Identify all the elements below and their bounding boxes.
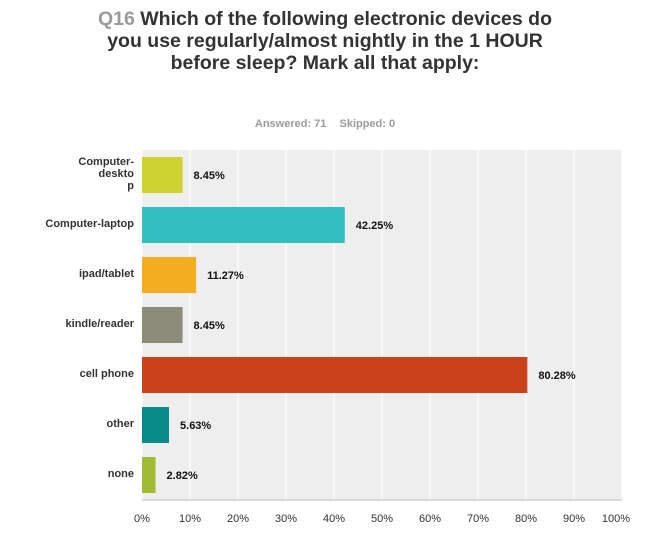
data-label: 11.27% — [207, 270, 244, 282]
answered-count: Answered: 71 — [254, 118, 327, 130]
x-tick-label: 20% — [227, 513, 249, 525]
x-tick-label: 10% — [179, 513, 201, 525]
category-label: Computer-laptop — [45, 218, 134, 230]
data-label: 8.45% — [194, 170, 225, 182]
data-label: 8.45% — [194, 320, 225, 332]
category-label: cell phone — [79, 368, 134, 380]
x-tick-label: 30% — [275, 513, 297, 525]
question-number: Q16 — [98, 8, 135, 30]
bar — [142, 257, 197, 293]
bar — [142, 157, 183, 193]
x-tick-label: 50% — [371, 513, 393, 525]
category-label: other — [106, 418, 135, 430]
data-label: 42.25% — [356, 220, 394, 232]
data-label: 5.63% — [180, 420, 211, 432]
question-text: Which of the following electronic device… — [107, 8, 552, 74]
x-tick-label: 100% — [602, 513, 630, 525]
skipped-count: Skipped: 0 — [339, 118, 396, 130]
x-tick-label: 90% — [563, 513, 585, 525]
chart-title: Q16 Which of the following electronic de… — [80, 8, 570, 74]
x-tick-label: 80% — [515, 513, 537, 525]
bar — [142, 357, 528, 393]
bar — [142, 457, 156, 493]
x-tick-label: 60% — [419, 513, 441, 525]
category-label: ipad/tablet — [78, 268, 134, 280]
bar — [142, 307, 183, 343]
data-label: 80.28% — [538, 370, 576, 382]
bar — [142, 407, 170, 443]
response-stats: Answered: 71 Skipped: 0 — [0, 118, 650, 130]
bar — [142, 207, 345, 243]
category-label: none — [107, 468, 134, 480]
category-label: kindle/reader — [65, 318, 134, 330]
category-label: Computer-deskto p — [78, 156, 134, 192]
data-label: 2.82% — [167, 470, 198, 482]
x-tick-label: 40% — [323, 513, 345, 525]
x-tick-label: 0% — [134, 513, 150, 525]
x-tick-label: 70% — [467, 513, 489, 525]
